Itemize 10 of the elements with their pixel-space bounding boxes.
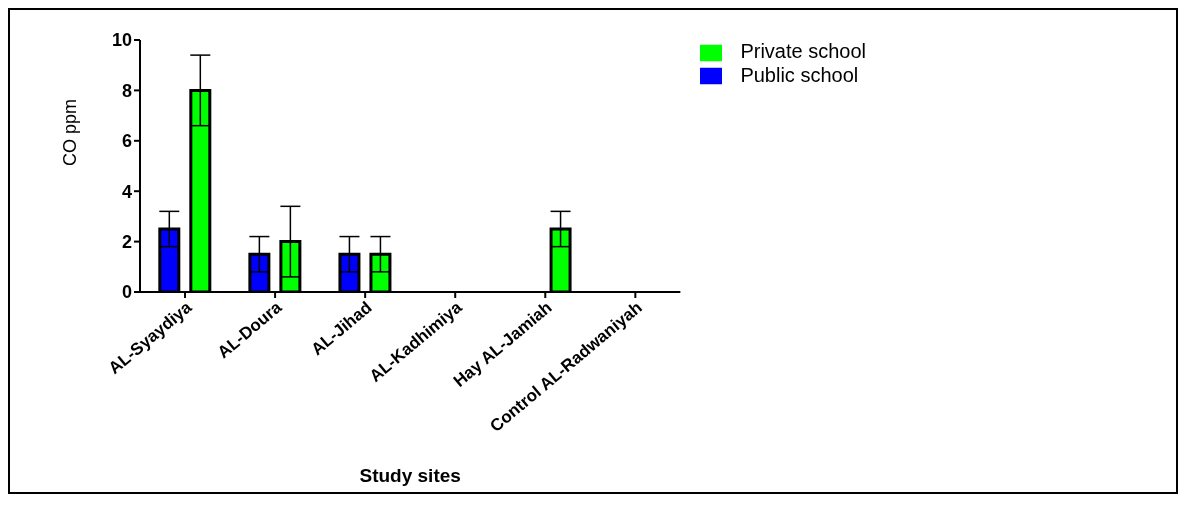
x-axis-title: Study sites [359,465,461,486]
y-axis-title: CO ppm [60,98,81,166]
y-tick-label: 6 [121,131,132,152]
y-tick-label: 10 [111,30,132,51]
legend-label: Public school [740,63,859,86]
y-tick-label: 0 [121,282,132,303]
y-tick-label: 2 [121,231,132,252]
y-tick-label: 8 [121,80,132,101]
y-tick-label: 4 [121,181,132,202]
legend-label: Private school [740,40,866,62]
